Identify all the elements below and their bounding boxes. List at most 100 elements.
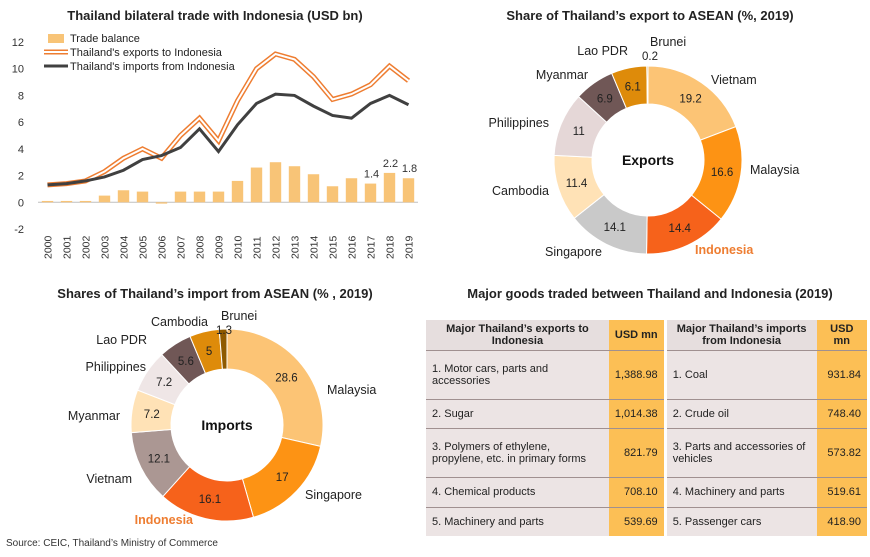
value-cell: 1,388.98 [608,350,664,400]
data-label: 1.8 [402,163,417,175]
trade-balance-bar [383,172,396,203]
slice-value-label: 7.2 [144,409,160,421]
slice-category-label: Vietnam [711,73,757,87]
value-cell: 1,014.38 [608,398,664,429]
slice-value-label: 7.2 [156,377,172,389]
x-tick-label: 2019 [404,235,416,259]
goods-table: Major Thailand’s exports to Indonesia US… [426,320,867,536]
x-tick-label: 2015 [328,235,340,259]
imports-line [47,92,410,187]
x-tick-label: 2018 [385,235,397,259]
import-donut-chart: 28.6 Malaysia 17 Singapore 16.1 Indonesia 12.1… [68,309,376,527]
x-tick-label: 2008 [195,235,207,259]
x-tick-label: 2013 [290,235,302,259]
item-cell: 1. Coal [666,350,817,400]
x-tick-label: 2000 [43,235,55,259]
trade-balance-bar [307,174,320,203]
item-cell: 2. Sugar [426,398,609,429]
trade-balance-bar [231,180,244,203]
item-cell: 3. Polymers of ethylene, propylene, etc.… [426,428,609,478]
y-tick-label: 12 [12,37,24,49]
value-cell: 931.84 [816,350,867,400]
slice-category-label: Indonesia [695,243,754,257]
y-tick-label: 8 [18,90,24,102]
legend-label: Thailand's exports to Indonesia [70,47,223,59]
value-cell: 519.61 [816,476,867,507]
header-import-usd: USD mn [816,320,867,351]
value-cell: 539.69 [608,506,664,536]
donut-slice [218,328,228,370]
x-tick-label: 2002 [81,235,93,259]
import-share-title: Shares of Thailand’s import from ASEAN (… [57,286,373,301]
slice-category-label: Brunei [221,309,257,323]
legend-label: Trade balance [70,33,140,45]
slice-value-label: 6.1 [625,82,641,94]
y-tick-label: 6 [18,117,24,129]
x-tick-label: 2001 [62,235,74,259]
item-cell: 5. Machinery and parts [426,506,609,536]
slice-category-label: Vietnam [86,472,132,486]
trade-balance-bar [402,178,415,203]
trade-balance-bar [60,200,73,203]
trade-balance-bar [174,191,187,203]
y-tick-label: 0 [18,197,24,209]
trade-balance-bar [41,200,54,203]
trade-balance-bar [155,202,168,204]
goods-table-title: Major goods traded between Thailand and … [467,286,833,301]
slice-category-label: Cambodia [492,184,549,198]
trade-balance-bar [193,191,206,203]
trade-balance-bar [79,200,92,203]
value-cell: 708.10 [608,476,664,507]
slice-category-label: Malaysia [750,163,799,177]
x-tick-label: 2003 [100,235,112,259]
slice-value-label: 14.1 [604,222,626,234]
x-tick-label: 2005 [138,235,150,259]
value-cell: 573.82 [816,428,867,478]
x-tick-label: 2010 [233,235,245,259]
data-label: 2.2 [383,158,398,170]
table-row: 5. Machinery and parts 539.69 5. Passenger… [426,506,867,536]
trade-balance-bar [326,186,339,203]
item-cell: 4. Machinery and parts [666,476,817,507]
table-row: 4. Chemical products 708.10 4. Machinery a… [426,476,867,507]
slice-category-label: Singapore [545,245,602,259]
slice-value-label: 16.6 [711,167,733,179]
trade-balance-bar [98,195,111,203]
header-export-usd: USD mn [608,320,664,351]
header-imports: Major Thailand’s imports from Indonesia [666,320,817,351]
trade-balance-bar [250,167,263,203]
value-cell: 821.79 [608,428,664,478]
slice-value-label: 1.3 [216,325,232,337]
trade-balance-bar [136,191,149,203]
trade-chart-title: Thailand bilateral trade with Indonesia … [67,8,363,23]
value-cell: 418.90 [816,506,867,536]
slice-value-label: 16.1 [199,494,221,506]
slice-category-label: Brunei [650,35,686,49]
slice-category-label: Singapore [305,488,362,502]
x-tick-label: 2011 [252,236,264,259]
slice-value-label: 11 [573,126,585,138]
table-row: 3. Polymers of ethylene, propylene, etc.… [426,428,867,478]
slice-value-label: 0.2 [642,51,658,63]
slice-category-label: Cambodia [151,315,208,329]
table-row: 1. Motor cars, parts and accessories 1,38… [426,350,867,400]
donut-slice [226,328,324,447]
slice-value-label: 11.4 [566,178,588,190]
trade-balance-bar [288,166,301,203]
value-cell: 748.40 [816,398,867,429]
slice-category-label: Lao PDR [96,333,147,347]
legend-swatch-balance [48,34,64,43]
export-share-title: Share of Thailand’s export to ASEAN (%, … [506,8,794,23]
item-cell: 3. Parts and accessories of vehicles [666,428,817,478]
trade-balance-bar [345,178,358,203]
slice-category-label: Myanmar [68,409,120,423]
source-note: Source: CEIC, Thailand’s Ministry of Com… [6,538,218,549]
item-cell: 5. Passenger cars [666,506,817,536]
slice-category-label: Malaysia [327,383,376,397]
trade-balance-bar [364,183,377,203]
slice-category-label: Indonesia [135,513,194,527]
y-tick-label: 10 [12,64,24,76]
slice-category-label: Myanmar [536,68,588,82]
slice-value-label: 17 [276,472,289,484]
